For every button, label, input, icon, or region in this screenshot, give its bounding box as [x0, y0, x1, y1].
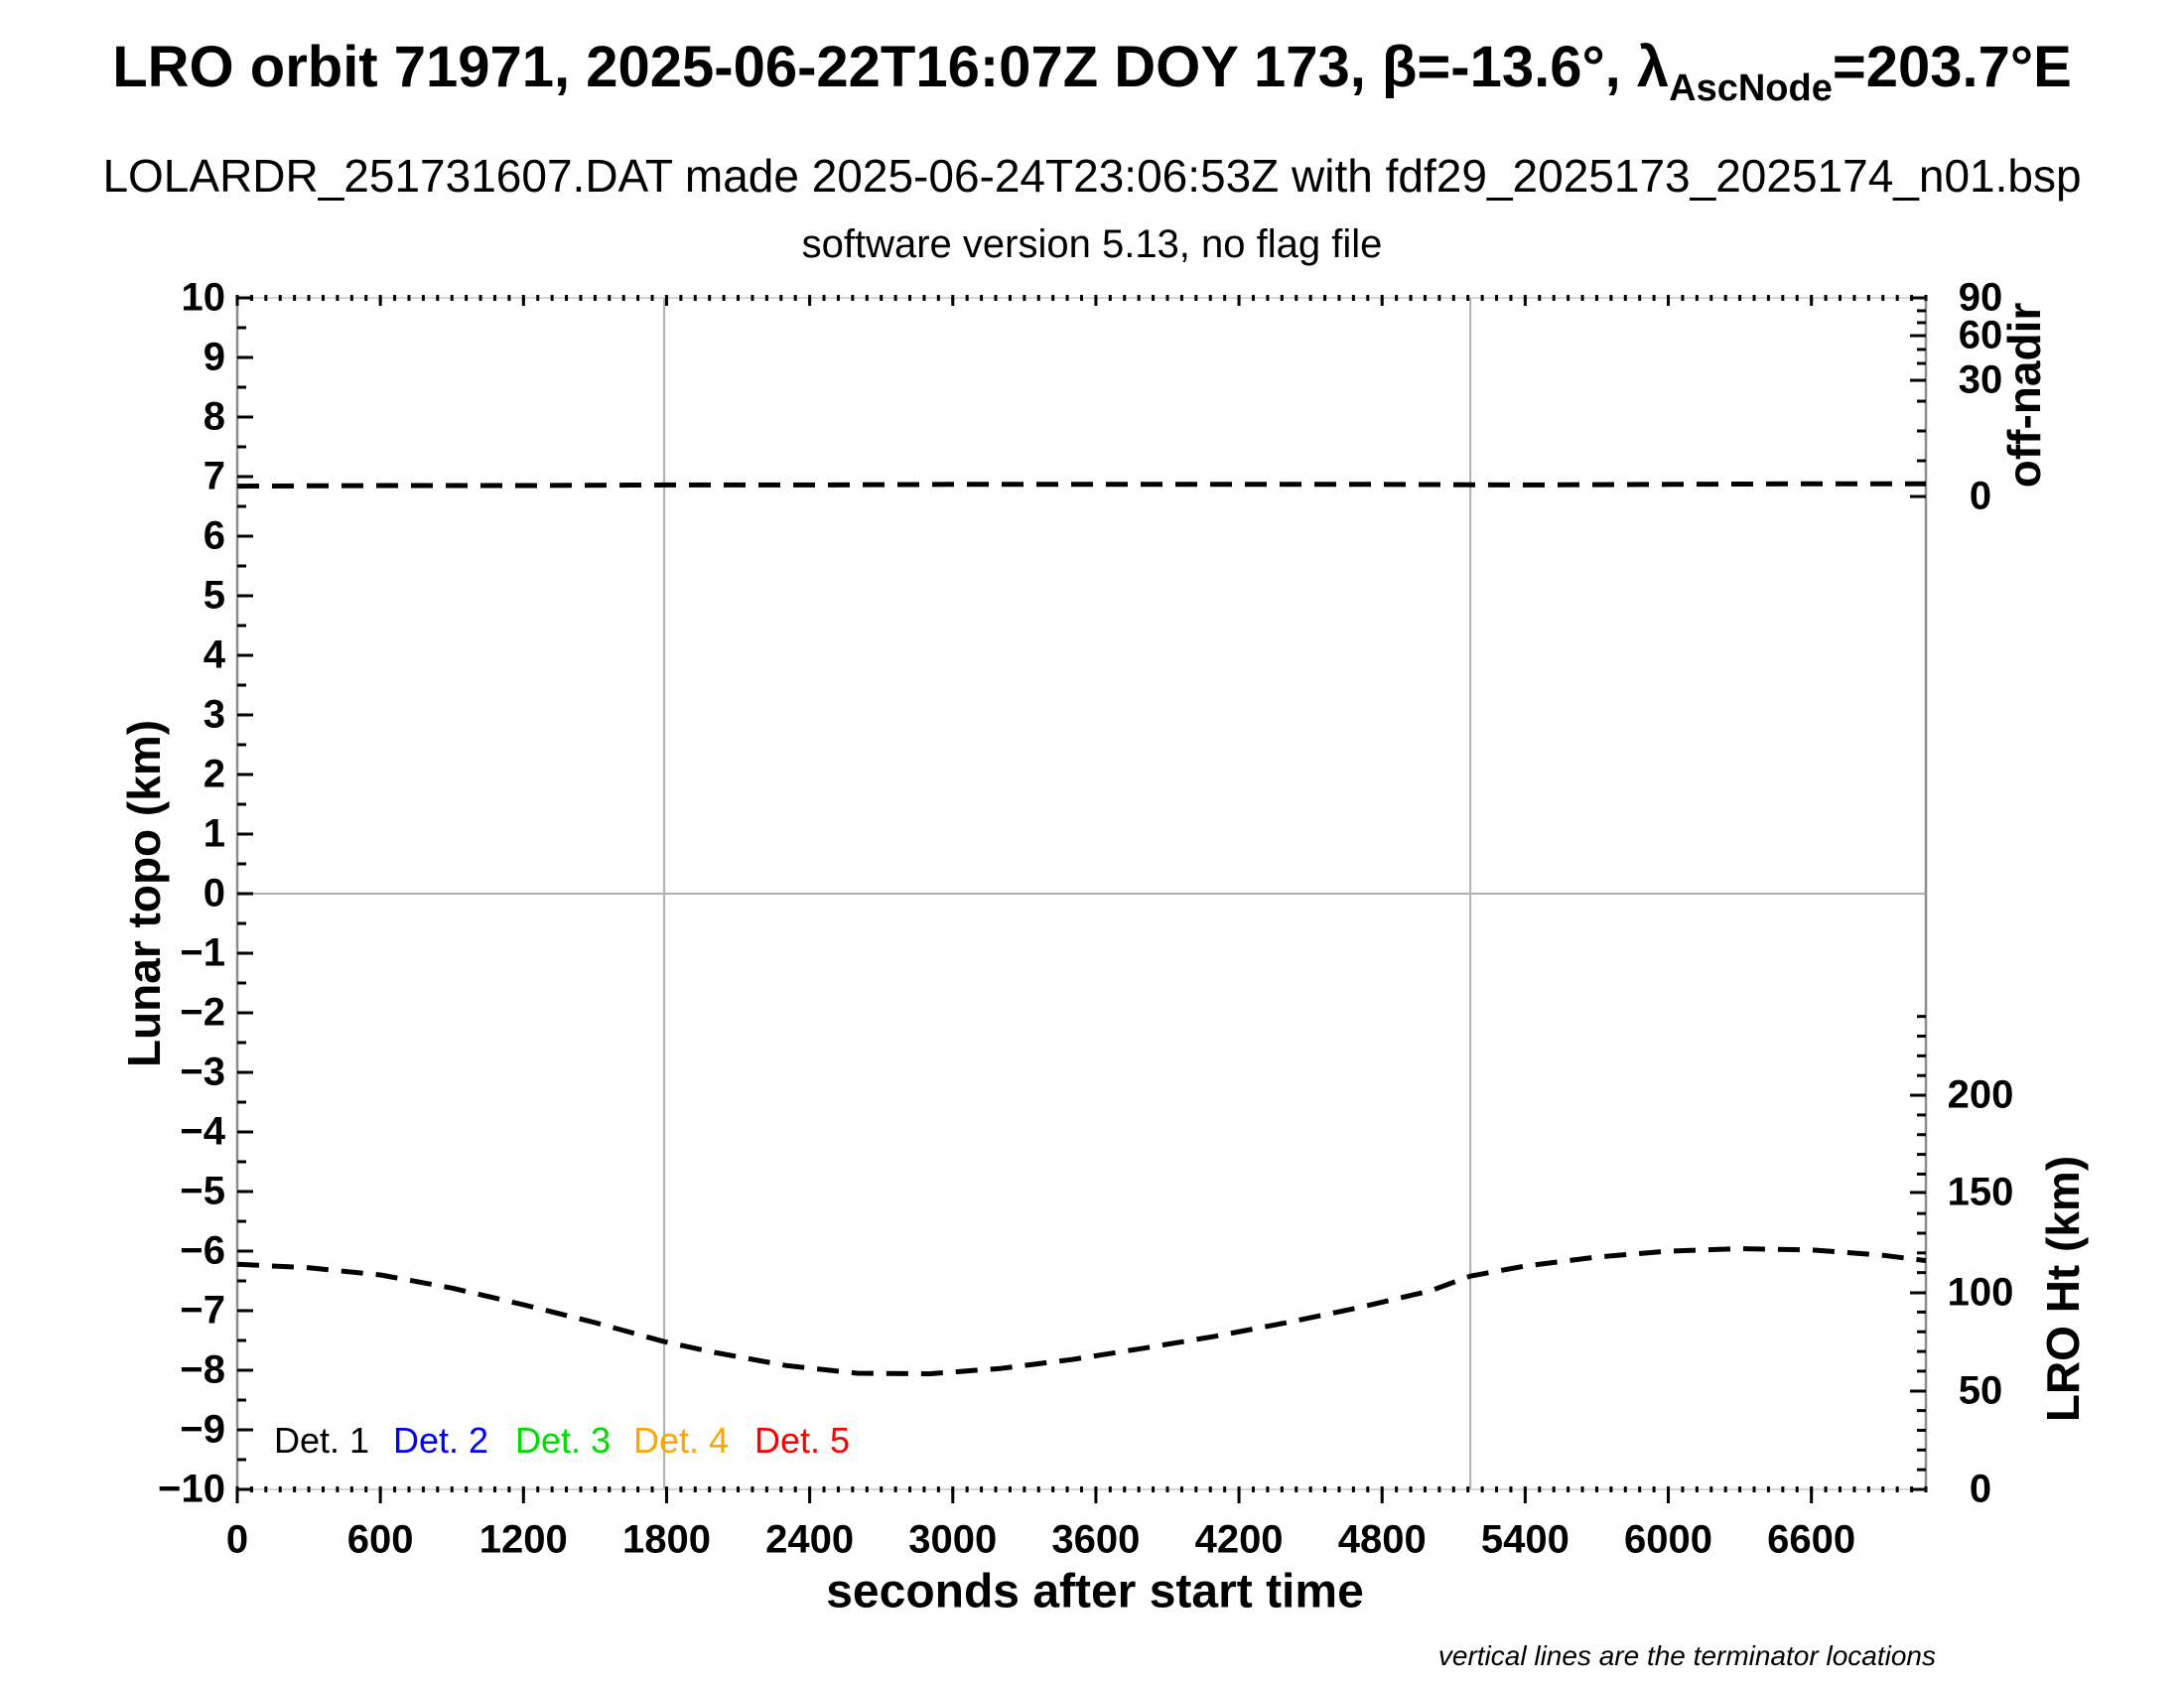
y-left-tick-label-5: 5 [203, 573, 225, 618]
legend-item-det4: Det. 4 [633, 1420, 730, 1461]
off-nadir-tick-label-30: 30 [1958, 357, 2003, 402]
x-tick-label-6600: 6600 [1767, 1517, 1856, 1562]
x-tick-label-3000: 3000 [908, 1517, 998, 1562]
y-left-tick-label-6: 6 [203, 513, 225, 558]
x-tick-label-600: 600 [346, 1517, 414, 1562]
off-nadir-tick-label-0: 0 [1969, 474, 1992, 518]
x-tick-label-3600: 3600 [1051, 1517, 1141, 1562]
y-left-tick-label-−5: −5 [180, 1169, 225, 1213]
x-tick-label-6000: 6000 [1624, 1517, 1713, 1562]
series-lro-height-line [236, 1246, 1927, 1377]
lro-ht-tick-label-50: 50 [1958, 1368, 2003, 1413]
y-left-tick-label-4: 4 [203, 633, 225, 677]
x-tick-label-0: 0 [225, 1517, 249, 1562]
x-axis-title: seconds after start time [826, 1565, 1364, 1618]
legend-item-det2: Det. 2 [393, 1420, 489, 1461]
x-tick-label-1200: 1200 [478, 1517, 568, 1562]
title-main: LRO orbit 71971, 2025-06-22T16:07Z DOY 1… [112, 35, 1670, 99]
lro-ht-tick-label-100: 100 [1947, 1270, 2014, 1315]
legend-item-det5: Det. 5 [754, 1420, 851, 1461]
terminator-note: vertical lines are the terminator locati… [1437, 1640, 1936, 1671]
subtitle-filename: LOLARDR_251731607.DAT made 2025-06-24T23… [102, 150, 2082, 202]
y-left-tick-label-−10: −10 [158, 1467, 225, 1511]
y-left-tick-label-10: 10 [181, 275, 226, 320]
legend-item-det1: Det. 1 [274, 1420, 370, 1461]
title-suffix: =203.7°E [1832, 35, 2072, 99]
x-tick-label-2400: 2400 [765, 1517, 855, 1562]
off-nadir-tick-label-90: 90 [1958, 275, 2003, 320]
lro-ht-tick-label-150: 150 [1947, 1170, 2014, 1214]
legend-item-det3: Det. 3 [515, 1420, 612, 1461]
lro-ht-tick-label-0: 0 [1969, 1467, 1992, 1511]
y-right-lroht-axis-title: LRO Ht (km) [2037, 1155, 2089, 1423]
x-tick-label-4200: 4200 [1194, 1517, 1284, 1562]
off-nadir-tick-label-60: 60 [1958, 313, 2003, 357]
y-left-tick-label-−1: −1 [180, 930, 225, 975]
page-title: LRO orbit 71971, 2025-06-22T16:07Z DOY 1… [0, 34, 2184, 110]
y-left-ticks [237, 296, 253, 1491]
y-left-tick-label-−8: −8 [180, 1347, 225, 1392]
y-left-tick-label-−7: −7 [180, 1288, 225, 1333]
y-left-tick-label-2: 2 [203, 752, 225, 796]
y-left-tick-label-9: 9 [203, 335, 225, 379]
y-left-tick-label-8: 8 [203, 394, 225, 439]
y-left-tick-label-7: 7 [203, 454, 225, 498]
lro-ht-tick-label-200: 200 [1947, 1072, 2014, 1117]
y-left-tick-label-0: 0 [203, 871, 225, 915]
y-left-tick-label-3: 3 [203, 692, 225, 737]
reference-lines [237, 298, 1926, 1489]
y-left-tick-label-1: 1 [203, 811, 225, 856]
y-left-tick-label-−2: −2 [180, 990, 225, 1035]
y-left-tick-label-−6: −6 [180, 1228, 225, 1273]
x-tick-label-1800: 1800 [621, 1517, 711, 1562]
subtitle-software-version: software version 5.13, no flag file [801, 222, 1383, 266]
y-left-tick-label-−9: −9 [180, 1407, 225, 1452]
title-subscript: AscNode [1669, 68, 1833, 109]
x-major-ticks [235, 298, 1814, 1503]
data-series [236, 481, 1927, 1377]
y-right-ticks [1910, 296, 1926, 1491]
y-left-tick-label-−4: −4 [180, 1109, 225, 1154]
series-off-nadir-line [236, 481, 1926, 490]
x-tick-label-4800: 4800 [1337, 1517, 1427, 1562]
y-left-tick-label-−3: −3 [180, 1050, 225, 1094]
x-tick-label-5400: 5400 [1480, 1517, 1570, 1562]
